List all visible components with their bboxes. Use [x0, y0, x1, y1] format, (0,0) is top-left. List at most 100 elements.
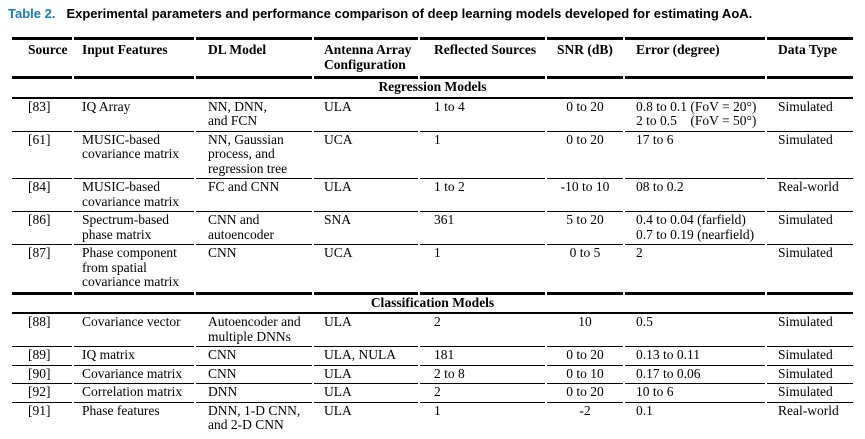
table-cell: CNN — [196, 347, 312, 366]
table-cell: Simulated — [767, 212, 853, 245]
table-cell: CNN and autoencoder — [196, 212, 312, 245]
table-caption-label: Table 2. — [8, 6, 56, 21]
table-cell: 0.1 — [625, 403, 765, 439]
table-cell: 0.4 to 0.04 (farfield) 0.7 to 0.19 (near… — [625, 212, 765, 245]
column-header: Data Type — [767, 37, 853, 79]
table-cell: Spectrum-based phase matrix — [74, 212, 194, 245]
table-cell: 0.5 — [625, 314, 765, 347]
table-caption: Table 2. Experimental parameters and perf… — [0, 0, 865, 22]
table-row: [84] MUSIC-based covariance matrix FC and … — [12, 179, 853, 212]
table-row: [86] Spectrum-based phase matrix CNN and a… — [12, 212, 853, 245]
table-cell: 17 to 6 — [625, 132, 765, 179]
table-cell: MUSIC-based covariance matrix — [74, 179, 194, 212]
table-cell: 2 — [420, 384, 545, 403]
table-cell: [88] — [12, 314, 72, 347]
table-cell: [91] — [12, 403, 72, 439]
column-header: Input Features — [74, 37, 194, 79]
section-row: Regression Models — [12, 79, 853, 99]
table-row: [92] Correlation matrix DNN ULA 2 0 to 20 10 t… — [12, 384, 853, 403]
table-cell: 10 — [547, 314, 623, 347]
table-cell: UCA — [314, 245, 418, 295]
table-cell: 1 — [420, 132, 545, 179]
table-cell: 0 to 20 — [547, 347, 623, 366]
table-cell: FC and CNN — [196, 179, 312, 212]
table-cell: 08 to 0.2 — [625, 179, 765, 212]
table-cell: Simulated — [767, 314, 853, 347]
table-cell: ULA — [314, 384, 418, 403]
table-cell: 2 — [625, 245, 765, 295]
table-cell: DNN — [196, 384, 312, 403]
aoa-models-table: Source Input Features DL Model Antenna Arra… — [10, 37, 855, 439]
table-cell: IQ matrix — [74, 347, 194, 366]
table-row: [89] IQ matrix CNN ULA, NULA 181 0 to 20 0.13 … — [12, 347, 853, 366]
table-cell: 0 to 10 — [547, 366, 623, 384]
table-cell: ULA — [314, 179, 418, 212]
table-cell: [89] — [12, 347, 72, 366]
table-cell: 181 — [420, 347, 545, 366]
table-cell: Phase features — [74, 403, 194, 439]
table-cell: [84] — [12, 179, 72, 212]
table-cell: 1 to 4 — [420, 99, 545, 132]
table-cell: SNA — [314, 212, 418, 245]
table-cell: Simulated — [767, 366, 853, 384]
table-cell: [90] — [12, 366, 72, 384]
section-label: Classification Models — [12, 295, 853, 314]
table-cell: 1 — [420, 245, 545, 295]
table-cell: [61] — [12, 132, 72, 179]
section-label: Regression Models — [12, 79, 853, 99]
table-cell: 2 to 8 — [420, 366, 545, 384]
table-cell: ULA — [314, 366, 418, 384]
table-cell: ULA, NULA — [314, 347, 418, 366]
table-cell: Real-world — [767, 179, 853, 212]
table-cell: 1 to 2 — [420, 179, 545, 212]
column-header: Reflected Sources — [420, 37, 545, 79]
table-cell: NN, DNN, and FCN — [196, 99, 312, 132]
table-cell: Simulated — [767, 384, 853, 403]
table-cell: 0 to 20 — [547, 384, 623, 403]
table-cell: Simulated — [767, 347, 853, 366]
table-cell: Covariance vector — [74, 314, 194, 347]
table-cell: Real-world — [767, 403, 853, 439]
table-cell: [86] — [12, 212, 72, 245]
table-cell: ULA — [314, 99, 418, 132]
table-cell: ULA — [314, 314, 418, 347]
table-cell: Simulated — [767, 132, 853, 179]
table-cell: 0 to 5 — [547, 245, 623, 295]
column-header: Source — [12, 37, 72, 79]
column-header: SNR (dB) — [547, 37, 623, 79]
table-cell: 0.8 to 0.1 (FoV = 20°) 2 to 0.5 (FoV = 5… — [625, 99, 765, 132]
table-cell: [87] — [12, 245, 72, 295]
table-cell: -10 to 10 — [547, 179, 623, 212]
table-cell: CNN — [196, 366, 312, 384]
table-cell: 2 — [420, 314, 545, 347]
column-header: Error (degree) — [625, 37, 765, 79]
column-header: Antenna Array Configuration — [314, 37, 418, 79]
header-row: Source Input Features DL Model Antenna Arra… — [12, 37, 853, 79]
table-cell: 0 to 20 — [547, 99, 623, 132]
table-row: [88] Covariance vector Autoencoder and mul… — [12, 314, 853, 347]
table-row: [61] MUSIC-based covariance matrix NN, Gau… — [12, 132, 853, 179]
table-cell: -2 — [547, 403, 623, 439]
table-cell: Autoencoder and multiple DNNs — [196, 314, 312, 347]
table-row: [87] Phase component from spatial covaria… — [12, 245, 853, 295]
table-cell: CNN — [196, 245, 312, 295]
table-cell: Phase component from spatial covariance … — [74, 245, 194, 295]
table-cell: Simulated — [767, 99, 853, 132]
table-cell: [83] — [12, 99, 72, 132]
table-cell: MUSIC-based covariance matrix — [74, 132, 194, 179]
table-row: [91] Phase features DNN, 1-D CNN, and 2-D … — [12, 403, 853, 439]
table-cell: UCA — [314, 132, 418, 179]
table-cell: ULA — [314, 403, 418, 439]
table-cell: 10 to 6 — [625, 384, 765, 403]
column-header: DL Model — [196, 37, 312, 79]
section-row: Classification Models — [12, 295, 853, 314]
table-cell: 0.17 to 0.06 — [625, 366, 765, 384]
table-cell: Simulated — [767, 245, 853, 295]
table-cell: IQ Array — [74, 99, 194, 132]
table-cell: NN, Gaussian process, and regression tre… — [196, 132, 312, 179]
table-cell: 0 to 20 — [547, 132, 623, 179]
table-body: Regression Models [83] IQ Array NN, DNN, an… — [12, 79, 853, 439]
